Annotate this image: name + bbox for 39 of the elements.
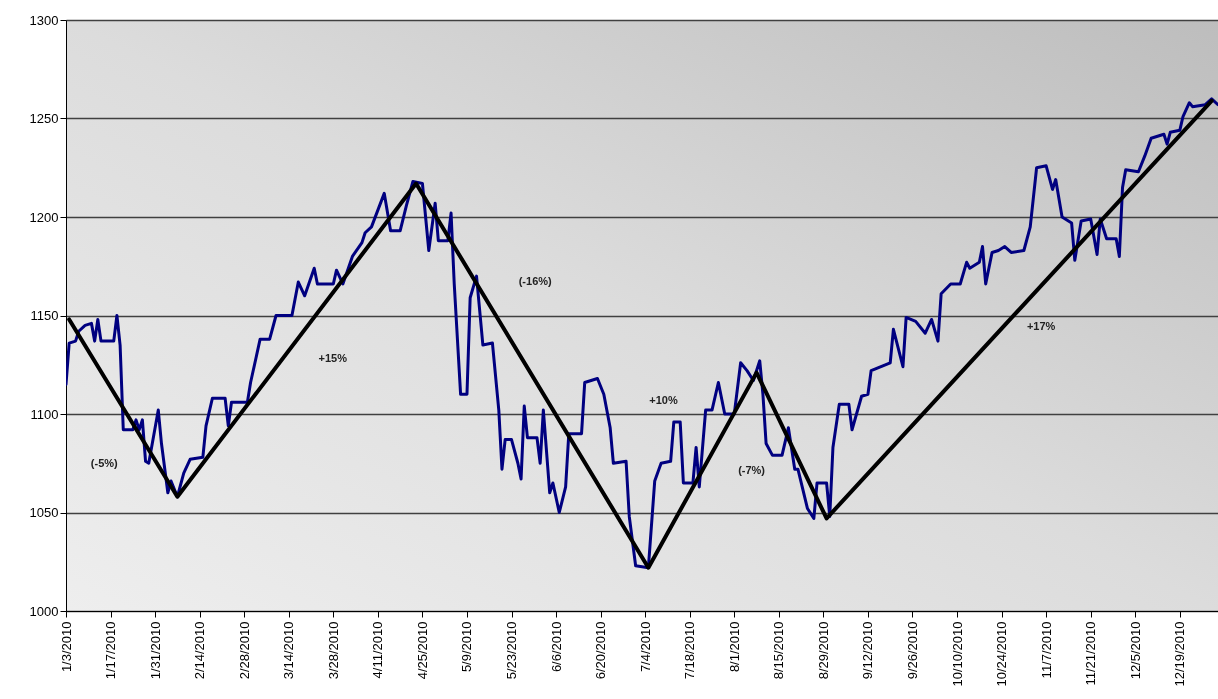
x-tick-label: 11/7/2010 (1038, 621, 1054, 679)
x-tick-label: 3/28/2010 (325, 621, 341, 680)
x-tick-label: 4/25/2010 (414, 621, 430, 680)
annotation: (-16%) (518, 274, 553, 287)
x-tick-label: 11/21/2010 (1083, 621, 1099, 686)
x-tick-label: 5/9/2010 (459, 621, 475, 673)
y-tick-label: 1300 (29, 12, 59, 28)
y-tick-label: 1050 (29, 505, 59, 520)
x-tick-label: 5/23/2010 (504, 621, 520, 680)
y-tick-label: 1000 (29, 603, 59, 619)
annotation: +10% (649, 394, 678, 407)
x-tick-label: 1/17/2010 (103, 621, 119, 680)
x-tick-label: 9/12/2010 (860, 621, 876, 680)
x-tick-label: 7/18/2010 (682, 621, 698, 680)
y-tick-label: 1150 (30, 308, 59, 323)
x-tick-label: 1/3/2010 (58, 621, 74, 673)
y-tick-label: 1200 (29, 209, 59, 225)
x-tick-label: 9/26/2010 (905, 621, 920, 680)
annotation: +15% (318, 352, 348, 365)
x-tick-label: 1/31/2010 (147, 621, 163, 680)
x-tick-label: 12/19/2010 (1172, 621, 1188, 687)
x-tick-label: 10/24/2010 (994, 621, 1010, 687)
x-tick-label: 6/20/2010 (593, 621, 609, 680)
y-tick-label: 1250 (29, 111, 59, 126)
x-tick-label: 4/11/2010 (370, 621, 386, 679)
x-tick-label: 12/5/2010 (1127, 621, 1143, 680)
x-tick-label: 8/1/2010 (726, 621, 742, 673)
x-tick-label: 3/14/2010 (281, 621, 297, 680)
x-tick-label: 8/29/2010 (815, 621, 831, 680)
x-tick-label: 10/10/2010 (949, 621, 965, 687)
y-tick-label: 1100 (30, 406, 59, 422)
x-tick-label: 7/4/2010 (637, 621, 653, 673)
x-tick-label: 6/6/2010 (548, 621, 564, 673)
annotation: (-5%) (90, 457, 119, 470)
x-tick-label: 8/15/2010 (771, 621, 787, 680)
x-tick-label: 2/14/2010 (192, 621, 208, 680)
annotation: (-7%) (738, 463, 766, 476)
x-tick-label: 2/28/2010 (236, 621, 252, 680)
annotation: +17% (1026, 319, 1056, 332)
